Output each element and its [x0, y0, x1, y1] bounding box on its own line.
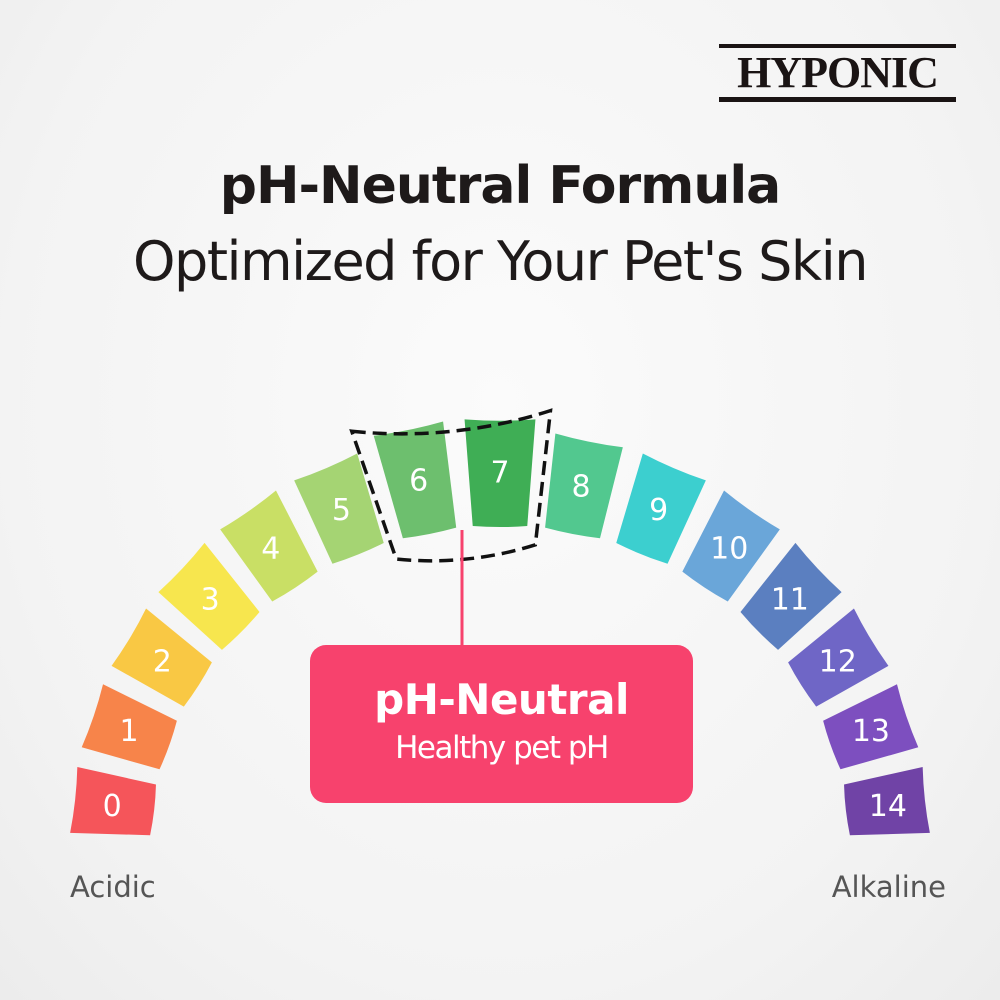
ph-segment-7	[464, 419, 536, 528]
page-subtitle: Optimized for Your Pet's Skin	[133, 230, 868, 293]
ph-segment-label: 6	[409, 464, 428, 499]
ph-segment-label: 8	[572, 469, 591, 504]
ph-segment-5	[294, 453, 384, 564]
ph-segment-label: 3	[201, 582, 220, 617]
ph-neutral-callout: pH-Neutral Healthy pet pH	[310, 645, 693, 803]
ph-segment-label: 5	[332, 493, 351, 528]
alkaline-label: Alkaline	[831, 870, 946, 904]
ph-segment-12	[788, 608, 889, 707]
ph-segment-label: 4	[261, 531, 280, 566]
ph-segment-8	[545, 433, 623, 539]
ph-segment-label: 14	[869, 789, 907, 824]
ph-segment-label: 0	[103, 789, 122, 824]
ph-segment-label: 2	[153, 644, 172, 679]
callout-text: Healthy pet pH	[395, 730, 609, 766]
callout-title: pH-Neutral	[374, 675, 629, 724]
ph-segment-label: 10	[710, 531, 748, 566]
ph-segment-13	[823, 684, 919, 770]
page-title: pH-Neutral Formula	[219, 156, 782, 216]
ph-segment-label: 9	[649, 493, 668, 528]
ph-segment-6	[373, 421, 457, 539]
highlight-dashed-outline	[349, 408, 553, 563]
acidic-label: Acidic	[70, 870, 156, 904]
ph-segment-9	[616, 453, 706, 564]
ph-segment-2	[111, 608, 212, 707]
ph-segment-14	[844, 767, 930, 836]
ph-segment-1	[81, 684, 177, 770]
ph-segment-11	[740, 542, 842, 650]
ph-segment-label: 1	[120, 714, 139, 749]
brand-logo: HYPONIC	[719, 44, 956, 102]
ph-segment-10	[682, 490, 780, 602]
ph-segment-label: 13	[852, 714, 890, 749]
ph-segment-3	[158, 542, 260, 650]
ph-segment-4	[220, 490, 318, 602]
ph-segment-label: 12	[819, 644, 857, 679]
ph-segment-label: 7	[490, 456, 509, 491]
ph-segment-0	[70, 767, 156, 836]
ph-segment-label: 11	[771, 582, 809, 617]
